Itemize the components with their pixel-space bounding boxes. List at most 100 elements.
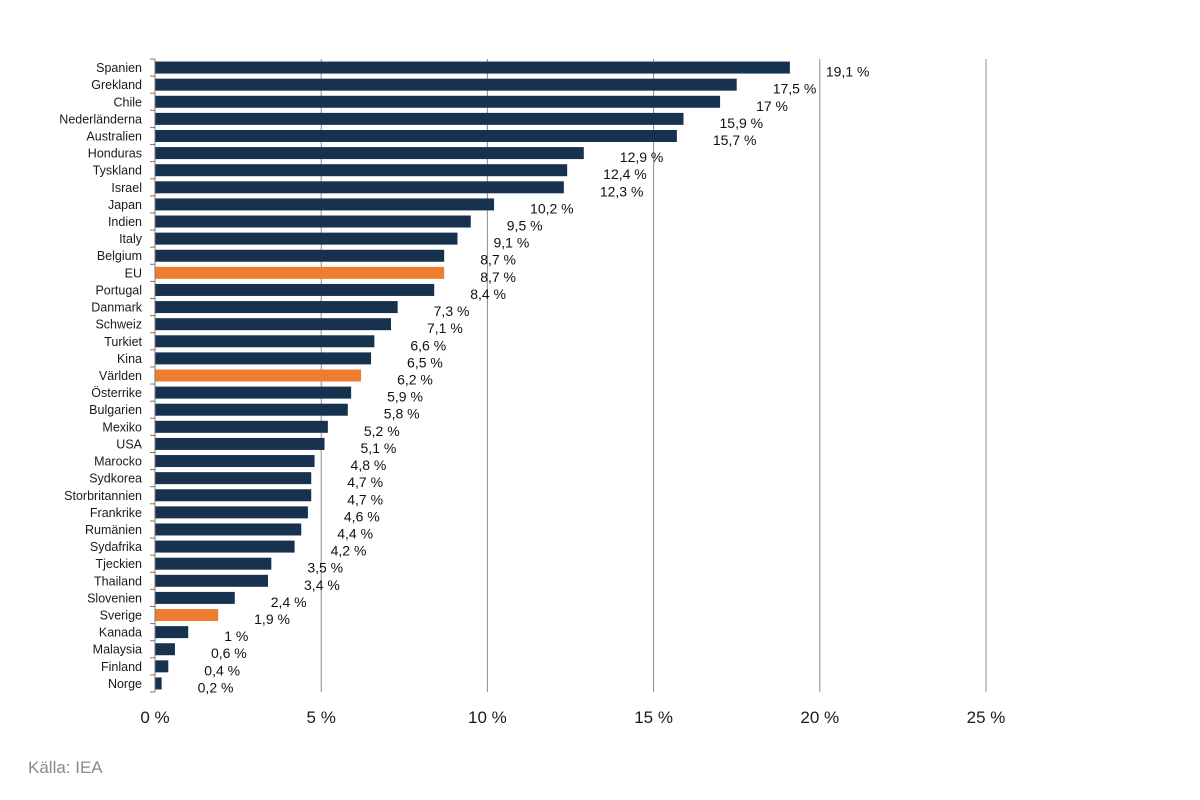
category-label: Bulgarien	[89, 403, 142, 417]
category-label: Norge	[108, 677, 142, 691]
x-tick-label: 5 %	[307, 708, 336, 727]
bar-danmark	[155, 301, 398, 314]
category-label: Marocko	[94, 455, 142, 469]
bar-portugal	[155, 283, 435, 296]
category-label: Tjeckien	[95, 557, 142, 571]
category-label: Slovenien	[87, 591, 142, 605]
bar-frankrike	[155, 506, 308, 519]
value-label: 15,7 %	[713, 132, 757, 148]
value-label: 5,9 %	[387, 389, 423, 405]
bar-kanada	[155, 626, 189, 639]
value-label: 5,8 %	[384, 406, 420, 422]
value-label: 6,6 %	[410, 337, 446, 353]
bar-grekland	[155, 78, 737, 91]
bar-usa	[155, 437, 325, 450]
x-tick-label: 0 %	[140, 708, 169, 727]
value-label: 4,4 %	[337, 525, 373, 541]
value-labels: 19,1 % 17,5 %17 %15,9 %15,7 % 12,9 %12,4 %…	[198, 64, 870, 696]
bar-finland	[155, 660, 169, 673]
category-label: Kanada	[99, 626, 142, 640]
category-label: Belgium	[97, 249, 142, 263]
value-label: 1 %	[224, 628, 248, 644]
category-label: Schweiz	[95, 318, 142, 332]
value-label: 7,3 %	[434, 303, 470, 319]
bar-slovenien	[155, 591, 235, 604]
bar-turkiet	[155, 335, 375, 348]
category-label: Världen	[99, 369, 142, 383]
category-label: Japan	[108, 198, 142, 212]
value-label: 17,5 %	[773, 81, 817, 97]
bar-japan	[155, 198, 495, 211]
bar-honduras	[155, 147, 584, 160]
category-label: Sydafrika	[90, 540, 142, 554]
category-label: Indien	[108, 215, 142, 229]
value-label: 6,5 %	[407, 354, 443, 370]
category-label: Malaysia	[93, 643, 142, 657]
bar-marocko	[155, 455, 315, 468]
category-label: Italy	[119, 232, 143, 246]
value-label: 5,1 %	[361, 440, 397, 456]
bars	[155, 61, 790, 690]
category-label: Frankrike	[90, 506, 142, 520]
bar-schweiz	[155, 318, 392, 331]
bar-spanien	[155, 61, 790, 74]
value-label: 3,4 %	[304, 577, 340, 593]
bar-världen	[155, 369, 362, 382]
category-label: Australien	[86, 129, 142, 143]
value-label: 4,7 %	[347, 474, 383, 490]
category-label: USA	[116, 437, 142, 451]
value-label: 3,5 %	[307, 560, 343, 576]
x-tick-labels: 0 % 5 % 10 % 15 % 20 % 25 %	[140, 708, 1005, 727]
value-label: 8,7 %	[480, 269, 516, 285]
category-label: Thailand	[94, 574, 142, 588]
category-label: Danmark	[91, 301, 142, 315]
bar-australien	[155, 129, 677, 142]
bar-kina	[155, 352, 372, 365]
bar-mexiko	[155, 420, 328, 433]
bar-bulgarien	[155, 403, 348, 416]
value-label: 12,4 %	[603, 166, 647, 182]
bar-nederländerna	[155, 112, 684, 125]
category-label: Grekland	[91, 78, 142, 92]
bar-norge	[155, 677, 162, 690]
category-label: Kina	[117, 352, 142, 366]
value-label: 0,6 %	[211, 645, 247, 661]
category-label: Österrike	[91, 386, 142, 400]
category-label: Spanien	[96, 61, 142, 75]
value-label: 9,1 %	[493, 235, 529, 251]
value-label: 19,1 %	[826, 64, 870, 80]
value-label: 4,6 %	[344, 508, 380, 524]
category-label: Sverige	[100, 609, 142, 623]
bar-italy	[155, 232, 458, 245]
bar-tjeckien	[155, 557, 272, 570]
x-tick-label: 10 %	[468, 708, 507, 727]
value-label: 0,2 %	[198, 679, 234, 695]
value-label: 1,9 %	[254, 611, 290, 627]
category-label: Mexiko	[102, 420, 142, 434]
x-tick-label: 25 %	[967, 708, 1006, 727]
value-label: 12,3 %	[600, 183, 644, 199]
value-label: 4,2 %	[331, 543, 367, 559]
value-label: 5,2 %	[364, 423, 400, 439]
value-label: 0,4 %	[204, 662, 240, 678]
value-label: 15,9 %	[720, 115, 764, 131]
bar-tyskland	[155, 164, 568, 177]
category-label: Chile	[114, 95, 143, 109]
category-label: Rumänien	[85, 523, 142, 537]
value-label: 4,7 %	[347, 491, 383, 507]
bar-eu	[155, 266, 445, 279]
category-label: Honduras	[88, 147, 142, 161]
value-label: 10,2 %	[530, 200, 574, 216]
bar-belgium	[155, 249, 445, 262]
category-label: Finland	[101, 660, 142, 674]
bar-israel	[155, 181, 564, 194]
category-label: Israel	[111, 181, 142, 195]
category-label: Nederländerna	[59, 112, 142, 126]
value-label: 6,2 %	[397, 372, 433, 388]
category-label: EU	[125, 266, 142, 280]
value-label: 2,4 %	[271, 594, 307, 610]
category-label: Turkiet	[104, 335, 142, 349]
bar-sydafrika	[155, 540, 295, 553]
